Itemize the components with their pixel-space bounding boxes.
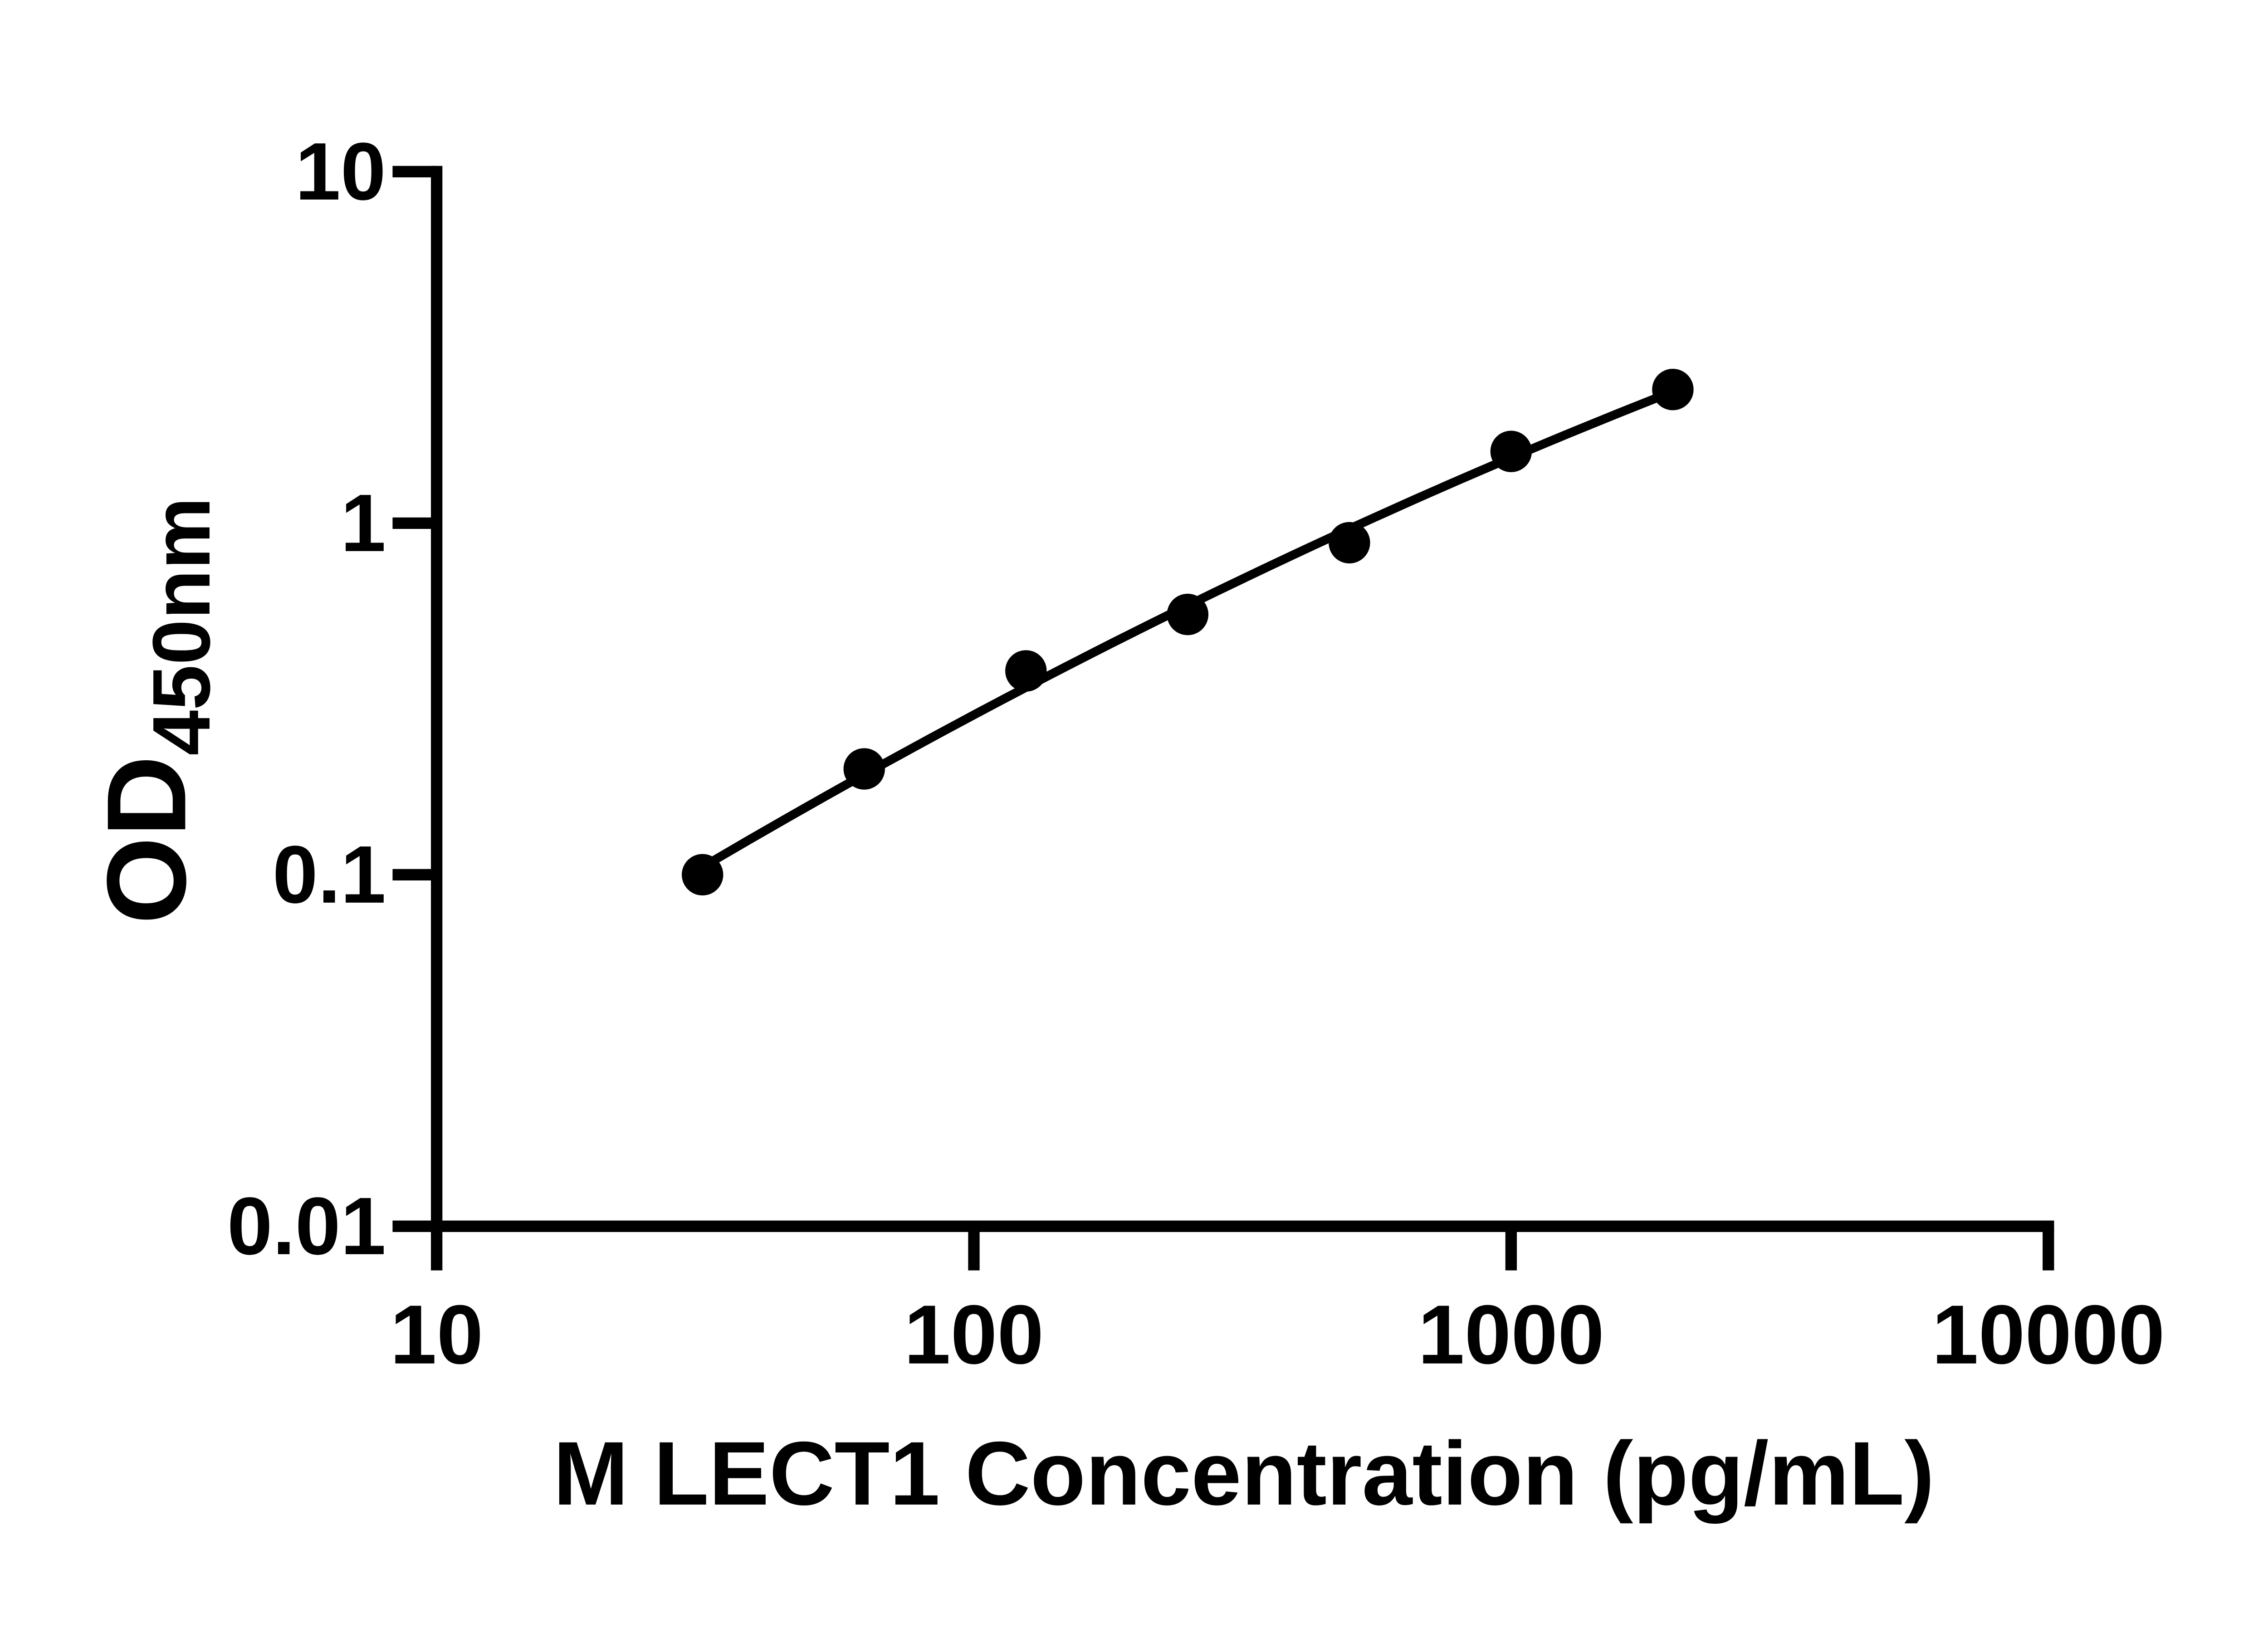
x-tick-label: 10000 [1932, 1288, 2165, 1382]
y-tick-label: 10 [295, 126, 386, 217]
y-tick-label: 0.1 [273, 829, 386, 920]
data-points-group [682, 369, 1694, 896]
data-point [1167, 593, 1209, 636]
data-point [682, 854, 723, 896]
data-point [1490, 430, 1532, 472]
data-point [1329, 522, 1370, 564]
y-tick-label: 1 [341, 478, 386, 569]
x-tick-label: 10 [390, 1288, 483, 1382]
x-tick-label: 100 [904, 1288, 1044, 1382]
x-tick-label: 1000 [1418, 1288, 1604, 1382]
y-axis-title-main: OD [83, 756, 209, 924]
y-tick-label: 0.01 [227, 1181, 386, 1272]
x-axis-title: M LECT1 Concentration (pg/mL) [553, 1423, 1935, 1524]
axes [431, 166, 2054, 1232]
data-point [843, 748, 885, 790]
y-axis-title: OD450nm [83, 497, 227, 924]
axis-ticks [392, 166, 2054, 1271]
data-point [1005, 650, 1047, 692]
y-axis-title-subscript: 450nm [136, 497, 227, 756]
data-point [1652, 369, 1694, 411]
